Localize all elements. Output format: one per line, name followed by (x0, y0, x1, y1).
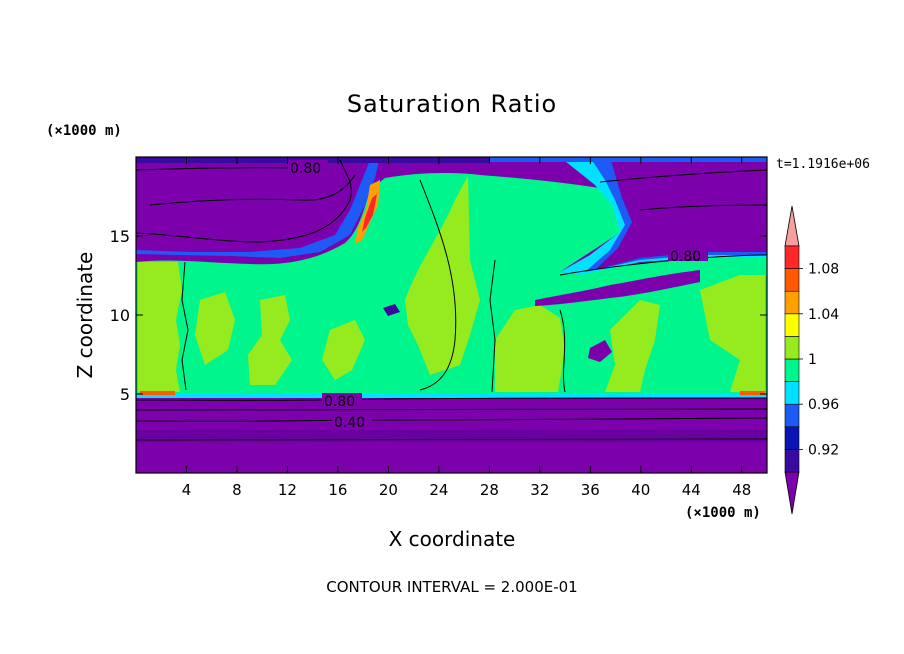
moist-bottom-edge (136, 394, 767, 398)
contour-interval-note: CONTOUR INTERVAL = 2.000E-01 (326, 578, 577, 596)
contour-line-mid2 (489, 259, 496, 393)
contour-label-bg-4 (332, 414, 372, 428)
colorbar-swatch (784, 358, 800, 382)
colorbar-swatch (784, 290, 800, 315)
colorbar-below-arrow (784, 471, 800, 515)
contour-line-mid3 (419, 179, 457, 391)
x-tick-label: 16 (328, 481, 347, 499)
contour-line-upper-left (136, 159, 352, 243)
dark-blob-left (383, 304, 400, 316)
orange-edge-right (740, 391, 765, 395)
x-tick-label: 36 (581, 481, 600, 499)
x-tick-label: 44 (682, 481, 701, 499)
colorbar-swatch (784, 268, 800, 292)
upper-right-dry (595, 157, 767, 270)
lime-patch-right2 (605, 300, 660, 392)
contour-line-080-bottom (136, 397, 767, 401)
colorbar-swatch (784, 381, 800, 405)
lime-patch-mid3 (195, 292, 235, 365)
contour-label-3: 0.80 (324, 394, 355, 410)
contour-field: 0.80 0.80 0.80 0.40 (136, 157, 767, 473)
x-tick-label: 28 (480, 481, 499, 499)
contour-label-bg-3 (322, 393, 362, 407)
lime-patch-left (138, 262, 182, 392)
lime-patch-right3 (700, 275, 765, 392)
colorbar-swatch (784, 336, 800, 360)
x-tick-label: 48 (732, 481, 751, 499)
contour-line-top (136, 167, 301, 171)
dark-blob-center (588, 340, 612, 362)
y-axis-title: Z coordinate (73, 252, 97, 379)
colorbar-label: 0.92 (808, 442, 839, 458)
y-axis: 5 10 15 (110, 227, 767, 404)
x-tick-label: 32 (530, 481, 549, 499)
contour-line-upper-left-inner (149, 174, 356, 206)
contour-line-mid4 (559, 309, 566, 393)
colorbar-above-arrow (784, 205, 800, 247)
colorbar-label: 0.96 (808, 397, 839, 413)
x-axis-title: X coordinate (389, 527, 516, 551)
orange-edge-left (140, 391, 175, 395)
red-streak (362, 194, 377, 232)
x-axis: 4 8 12 16 20 24 28 32 36 40 44 48 (182, 157, 751, 499)
z-unit-label: (×1000 m) (46, 123, 122, 139)
lime-patch-right1 (495, 305, 565, 392)
contour-label-2: 0.80 (670, 249, 701, 265)
time-label: t=1.1916e+06 (776, 157, 870, 172)
contour-line-upper-right-inner (639, 204, 767, 211)
colorbar-swatch (784, 313, 800, 337)
colorbar-label: 1.04 (808, 307, 839, 323)
x-tick-label: 20 (379, 481, 398, 499)
lime-patch-mid2 (322, 320, 365, 380)
x-tick-label: 12 (278, 481, 297, 499)
contour-line-mid1 (181, 261, 189, 391)
top-strip-right (490, 157, 767, 162)
colorbar-swatch (784, 449, 800, 473)
lime-patch-center (405, 176, 480, 375)
colorbar: 0.92 0.96 1 1.04 1.08 (784, 205, 839, 515)
colorbar-swatch (784, 403, 800, 428)
upper-left-dry (136, 160, 370, 252)
colorbar-swatch (784, 426, 800, 450)
colorbar-label: 1.08 (808, 262, 839, 278)
colorbar-label: 1 (808, 352, 817, 368)
x-tick-label: 8 (232, 481, 242, 499)
x-unit-label: (×1000 m) (685, 505, 761, 521)
contour-label-1: 0.80 (290, 161, 321, 177)
contour-label-4: 0.40 (334, 415, 365, 431)
x-tick-label: 40 (631, 481, 650, 499)
y-tick-label: 10 (110, 306, 130, 325)
x-tick-label: 24 (429, 481, 448, 499)
contour-line-top-right (599, 169, 767, 183)
contour-label-bg-1 (288, 160, 328, 174)
colorbar-swatch (784, 245, 800, 269)
y-tick-label: 15 (110, 227, 130, 246)
contour-line-040 (136, 417, 767, 422)
dark-tongue (535, 270, 700, 306)
contour-label-bg-2 (668, 247, 708, 261)
y-tick-label: 5 (120, 385, 130, 404)
chart-title: Saturation Ratio (347, 90, 557, 118)
lime-patch-mid (248, 295, 292, 385)
x-tick-label: 4 (182, 481, 192, 499)
